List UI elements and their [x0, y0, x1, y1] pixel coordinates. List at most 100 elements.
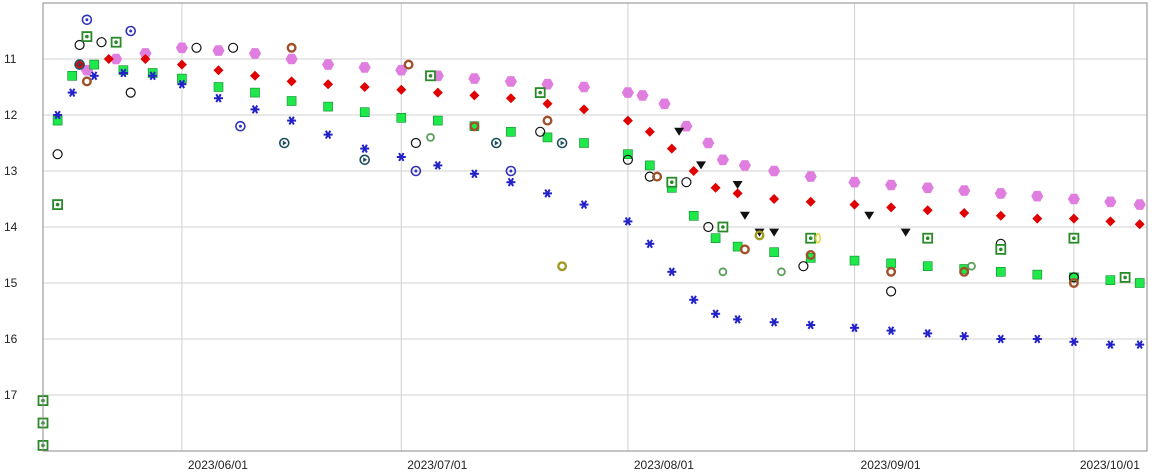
data-point	[1134, 219, 1145, 230]
data-point	[432, 87, 443, 98]
data-point	[702, 137, 715, 149]
data-point	[542, 115, 553, 126]
data-point	[886, 326, 896, 335]
data-point	[922, 261, 933, 272]
series-7-triangle-down	[674, 127, 911, 237]
data-point	[323, 101, 333, 112]
data-point	[1135, 340, 1145, 349]
data-point	[864, 211, 875, 220]
data-point	[667, 267, 677, 277]
data-point	[359, 107, 370, 117]
data-point	[922, 205, 933, 216]
data-point	[125, 25, 136, 37]
data-point	[711, 309, 721, 319]
data-point	[504, 76, 517, 87]
data-point	[622, 115, 633, 126]
data-point	[996, 334, 1006, 344]
data-point	[1032, 334, 1042, 344]
data-point	[645, 239, 655, 249]
data-point	[644, 126, 655, 137]
series-1-diamond	[74, 54, 1145, 230]
data-point	[1032, 269, 1043, 280]
data-point	[468, 73, 481, 84]
data-point	[214, 93, 223, 103]
data-point	[287, 116, 297, 125]
data-point	[885, 179, 898, 191]
data-point	[848, 176, 861, 188]
data-point	[680, 120, 693, 132]
data-point	[732, 188, 743, 199]
data-point	[396, 113, 407, 123]
data-point	[733, 315, 743, 324]
data-point	[1119, 271, 1131, 283]
data-point	[118, 68, 128, 78]
data-point	[177, 79, 187, 89]
data-point	[74, 59, 85, 70]
data-point	[967, 261, 976, 271]
data-point	[805, 249, 816, 260]
data-point	[995, 266, 1006, 277]
data-point	[900, 228, 911, 237]
data-point	[506, 177, 516, 187]
x-tick-label: 2023/08/01	[634, 458, 694, 472]
data-point	[1134, 278, 1145, 288]
data-point	[359, 154, 371, 166]
data-point	[738, 160, 751, 171]
data-point	[235, 120, 246, 132]
y-tick-label: 14	[4, 220, 18, 234]
data-point	[175, 42, 188, 54]
plot-frame	[42, 2, 1148, 452]
data-point	[1068, 232, 1080, 244]
data-point	[74, 39, 85, 51]
data-point	[959, 331, 969, 341]
data-point	[739, 211, 750, 220]
data-point	[52, 149, 63, 160]
data-point	[250, 105, 260, 114]
data-point	[623, 217, 633, 226]
data-point	[636, 90, 649, 101]
data-point	[534, 87, 546, 98]
data-point	[805, 196, 816, 207]
data-point	[286, 76, 297, 87]
data-point	[360, 144, 370, 153]
data-point	[718, 267, 728, 277]
data-point	[323, 79, 334, 90]
series-0-hexagon	[80, 42, 1146, 210]
data-point	[577, 81, 591, 93]
data-point	[849, 255, 860, 266]
series-3-asterisk	[53, 68, 1145, 349]
data-point	[1104, 196, 1117, 208]
data-point	[710, 233, 721, 243]
data-point	[396, 152, 406, 162]
data-point	[716, 154, 729, 166]
data-point	[995, 210, 1006, 221]
data-point	[250, 87, 260, 98]
data-point	[286, 96, 297, 106]
data-point	[557, 261, 568, 272]
data-point	[81, 76, 92, 87]
y-axis-ticks: 11 12 13 14 15 16 17	[4, 52, 18, 402]
data-point	[469, 169, 479, 179]
data-point	[535, 126, 546, 137]
data-point	[103, 54, 114, 64]
data-point	[396, 84, 407, 95]
data-point	[885, 286, 897, 297]
data-point	[696, 161, 706, 170]
data-point	[248, 48, 262, 59]
data-point	[777, 267, 786, 277]
data-point	[213, 65, 224, 76]
x-tick-label: 2023/07/01	[407, 458, 467, 472]
data-point	[469, 121, 480, 132]
data-point	[1105, 340, 1115, 349]
data-point	[644, 160, 655, 171]
data-point	[177, 73, 187, 84]
x-axis-ticks: 2023/06/01 2023/07/01 2023/08/01 2023/09/01…	[188, 458, 1140, 472]
data-point	[621, 87, 634, 98]
data-point	[410, 137, 421, 149]
series-4-circle-open	[52, 37, 1080, 297]
data-point	[623, 149, 633, 159]
data-point	[806, 320, 816, 330]
x-tick-label: 2023/10/01	[1080, 458, 1140, 472]
